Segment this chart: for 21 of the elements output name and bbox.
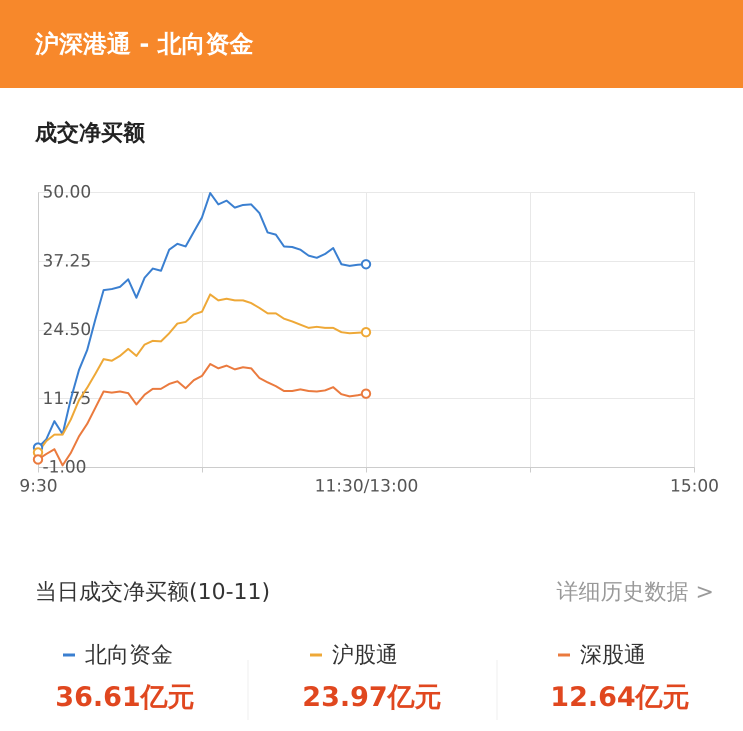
- text: 23.97亿元: [302, 682, 442, 713]
- chart-subtitle: 成交净买额: [34, 120, 146, 146]
- text: 12.64亿元: [550, 682, 690, 713]
- point: [360, 327, 372, 338]
- text: 36.61亿元: [55, 682, 195, 713]
- point: [32, 454, 44, 465]
- y-tick-label: -1.00: [42, 458, 86, 478]
- x-tick-label: 11:30/13:00: [314, 476, 418, 496]
- y-tick-label: 50.00: [42, 182, 92, 202]
- point: [360, 388, 372, 399]
- y-tick-label: 24.50: [42, 320, 92, 340]
- y-tick-label: 37.25: [42, 251, 92, 272]
- legend-label: 深股通: [580, 643, 646, 668]
- text: 当日成交净买额(10-11): [35, 580, 270, 605]
- x-tick-label: 9:30: [19, 476, 58, 496]
- legend-label: 沪股通: [332, 643, 398, 668]
- x-tick-label: 15:00: [670, 476, 719, 496]
- text: 详细历史数据 >: [556, 580, 714, 605]
- point: [360, 259, 372, 270]
- chart-title: 沪深港通 - 北向资金: [34, 30, 254, 58]
- legend-label: 北向资金: [85, 643, 173, 668]
